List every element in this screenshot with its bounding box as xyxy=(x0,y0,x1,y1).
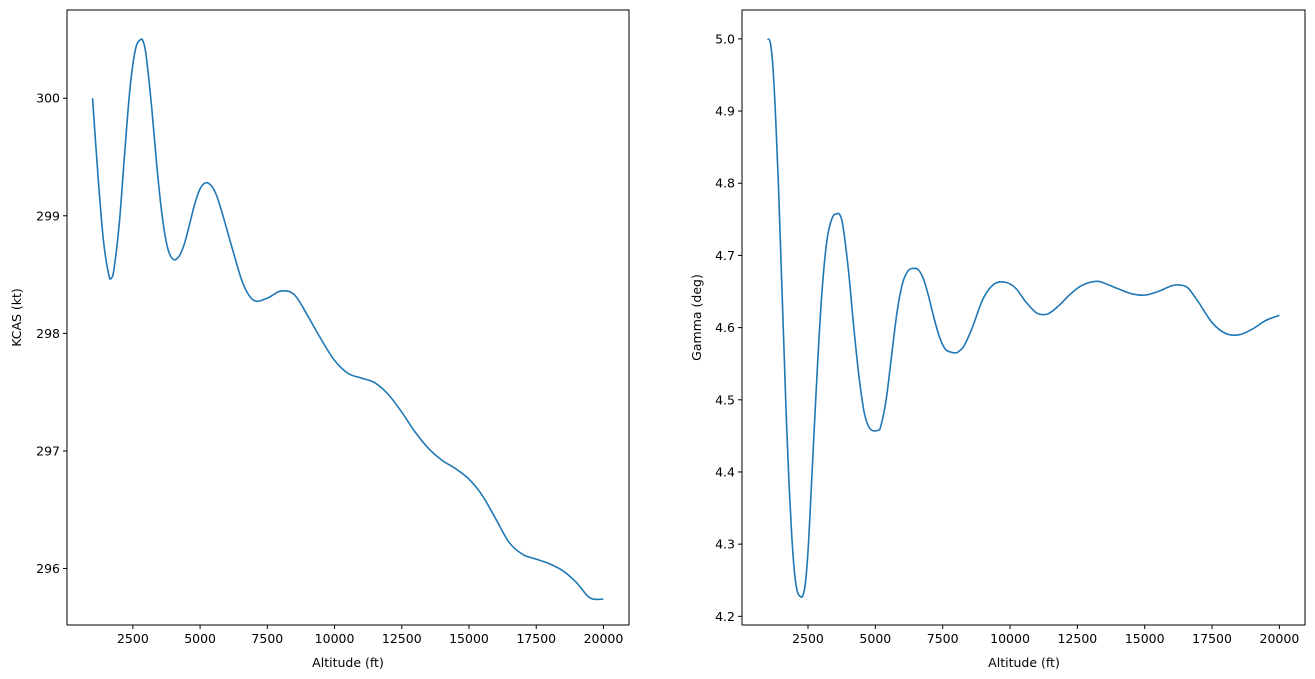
gamma-series-line xyxy=(766,38,1280,599)
gamma-x-tick-label: 20000 xyxy=(1260,631,1300,646)
gamma-x-tick-label: 17500 xyxy=(1192,631,1232,646)
gamma-y-tick-label: 5.0 xyxy=(715,31,735,46)
kcas-x-tick-label: 15000 xyxy=(449,631,489,646)
kcas-y-tick-label: 298 xyxy=(36,326,60,341)
gamma-y-axis-label: Gamma (deg) xyxy=(689,274,704,361)
gamma-y-tick-label: 4.9 xyxy=(715,104,735,119)
kcas-x-tick-label: 12500 xyxy=(382,631,422,646)
gamma-axes-frame xyxy=(741,9,1306,626)
gamma-y-tick-label: 4.5 xyxy=(715,392,735,407)
gamma-tick-group: 2500 5000 7500 10000 12500 15000 17500 20000 4.2… xyxy=(715,31,1299,646)
gamma-x-tick-label: 15000 xyxy=(1125,631,1165,646)
kcas-series-line xyxy=(91,38,604,601)
gamma-x-tick-label: 7500 xyxy=(927,631,959,646)
gamma-panel: 2500 5000 7500 10000 12500 15000 17500 20000 4.2… xyxy=(689,9,1306,670)
kcas-y-tick-label: 297 xyxy=(36,443,60,458)
kcas-x-tick-label: 2500 xyxy=(117,631,149,646)
gamma-x-axis-label: Altitude (ft) xyxy=(988,655,1060,670)
kcas-axes-frame xyxy=(66,9,630,626)
kcas-x-tick-label: 7500 xyxy=(251,631,283,646)
kcas-x-axis-label: Altitude (ft) xyxy=(312,655,384,670)
gamma-y-tick-label: 4.3 xyxy=(715,537,735,552)
gamma-x-tick-label: 12500 xyxy=(1057,631,1097,646)
gamma-x-tick-label: 2500 xyxy=(792,631,824,646)
kcas-y-tick-label: 300 xyxy=(36,91,60,106)
gamma-y-tick-label: 4.8 xyxy=(715,176,735,191)
kcas-x-tick-label: 20000 xyxy=(584,631,624,646)
kcas-y-axis-label: KCAS (kt) xyxy=(9,288,24,347)
gamma-y-tick-label: 4.6 xyxy=(715,320,735,335)
kcas-x-tick-label: 5000 xyxy=(184,631,216,646)
gamma-x-tick-label: 10000 xyxy=(990,631,1030,646)
kcas-x-tick-label: 10000 xyxy=(315,631,355,646)
gamma-x-tick-label: 5000 xyxy=(859,631,891,646)
kcas-x-tick-label: 17500 xyxy=(516,631,556,646)
gamma-y-tick-label: 4.2 xyxy=(715,609,735,624)
gamma-y-tick-label: 4.7 xyxy=(715,248,735,263)
kcas-panel: 2500 5000 7500 10000 12500 15000 17500 20000 296… xyxy=(9,9,630,670)
kcas-tick-group: 2500 5000 7500 10000 12500 15000 17500 20000 296… xyxy=(36,91,623,646)
kcas-y-tick-label: 299 xyxy=(36,208,60,223)
gamma-y-tick-label: 4.4 xyxy=(715,464,735,479)
kcas-y-tick-label: 296 xyxy=(36,561,60,576)
